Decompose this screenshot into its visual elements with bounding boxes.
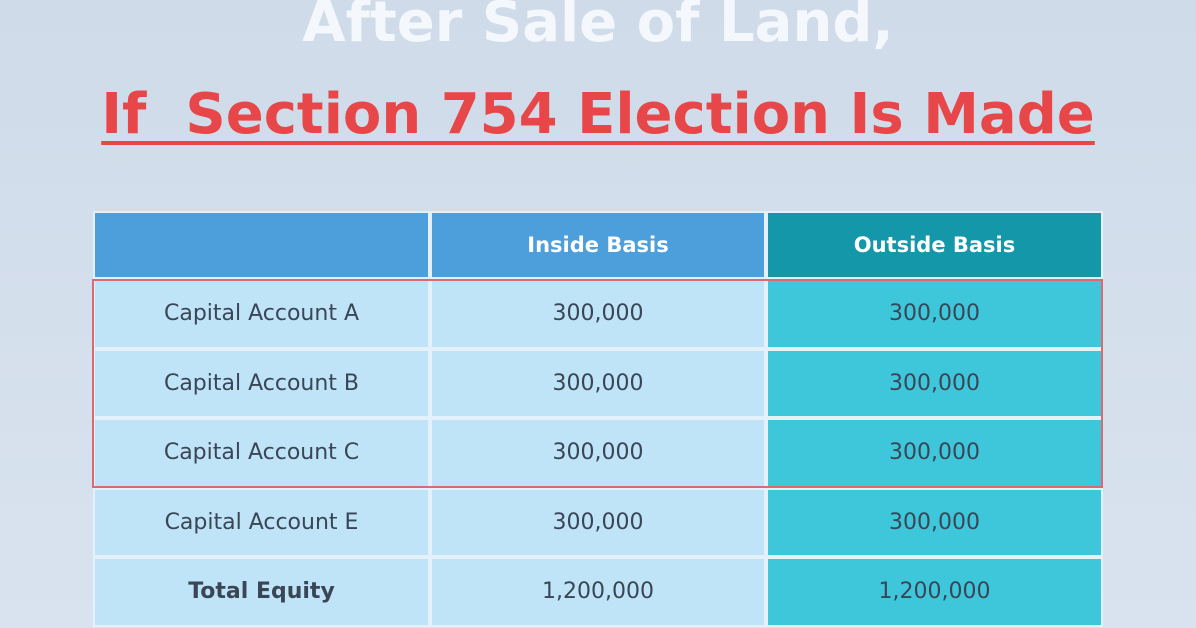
value-cell: 300,000 xyxy=(430,348,766,418)
value-cell: 300,000 xyxy=(430,487,766,557)
row-label: Capital Account B xyxy=(93,348,430,418)
value-cell: 1,200,000 xyxy=(766,557,1103,627)
row-label: Total Equity xyxy=(93,557,430,627)
value-cell: 300,000 xyxy=(766,487,1103,557)
row-label: Capital Account C xyxy=(93,418,430,488)
header-cell: Outside Basis xyxy=(766,211,1103,279)
row-label: Capital Account E xyxy=(93,487,430,557)
value-cell: 300,000 xyxy=(766,348,1103,418)
value-cell: 300,000 xyxy=(766,279,1103,349)
value-cell: 300,000 xyxy=(766,418,1103,488)
row-label: Capital Account A xyxy=(93,279,430,349)
value-cell: 300,000 xyxy=(430,418,766,488)
title: After Sale of Land, xyxy=(302,0,894,55)
value-cell: 1,200,000 xyxy=(430,557,766,627)
header-cell: Inside Basis xyxy=(430,211,766,279)
header-cell xyxy=(93,211,430,279)
subtitle: If Section 754 Election Is Made xyxy=(101,82,1095,147)
value-cell: 300,000 xyxy=(430,279,766,349)
